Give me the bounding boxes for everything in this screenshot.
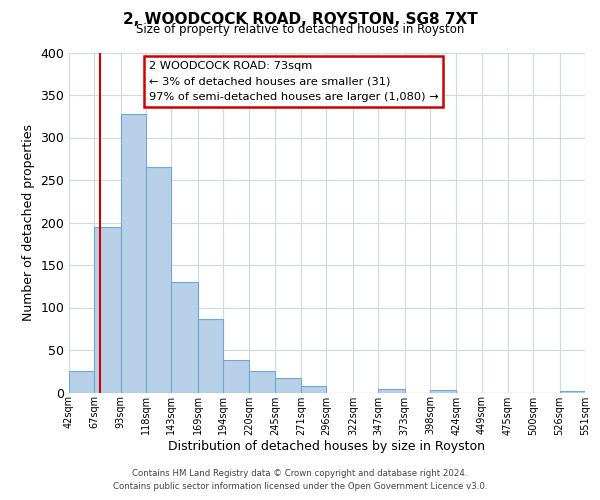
Y-axis label: Number of detached properties: Number of detached properties [22, 124, 35, 321]
Bar [94, 227, 121, 392]
Bar [121, 114, 146, 392]
Text: 2 WOODCOCK ROAD: 73sqm
← 3% of detached houses are smaller (31)
97% of semi-deta: 2 WOODCOCK ROAD: 73sqm ← 3% of detached … [149, 61, 439, 102]
X-axis label: Distribution of detached houses by size in Royston: Distribution of detached houses by size … [169, 440, 485, 453]
Bar [430, 390, 456, 392]
Bar [250, 371, 275, 392]
Text: Contains HM Land Registry data © Crown copyright and database right 2024.
Contai: Contains HM Land Registry data © Crown c… [113, 469, 487, 491]
Bar [301, 386, 326, 392]
Text: Size of property relative to detached houses in Royston: Size of property relative to detached ho… [136, 22, 464, 36]
Bar [275, 378, 301, 392]
Bar [146, 167, 172, 392]
Bar [69, 371, 94, 392]
Bar [223, 360, 250, 392]
Bar [198, 320, 223, 392]
Bar [560, 391, 585, 392]
Bar [172, 282, 198, 393]
Text: 2, WOODCOCK ROAD, ROYSTON, SG8 7XT: 2, WOODCOCK ROAD, ROYSTON, SG8 7XT [122, 12, 478, 28]
Bar [378, 389, 404, 392]
